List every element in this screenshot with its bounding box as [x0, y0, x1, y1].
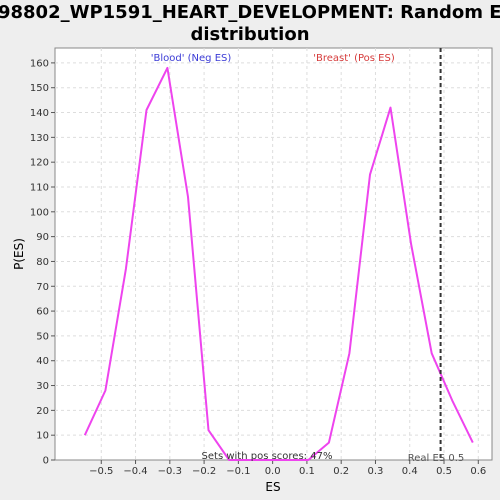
x-tick-label: 0.0	[265, 466, 281, 477]
y-tick-label: 100	[30, 207, 49, 218]
pos-scores-label: Sets with pos scores: 47%	[202, 451, 333, 462]
y-tick-label: 50	[36, 331, 49, 342]
pos-es-label: 'Breast' (Pos ES)	[313, 53, 395, 64]
y-tick-label: 120	[30, 158, 49, 169]
y-tick-label: 150	[30, 83, 49, 94]
x-tick-label: −0.4	[123, 466, 147, 477]
series-layer	[83, 66, 474, 461]
x-tick-label: 0.3	[368, 466, 384, 477]
x-tick-label: 0.5	[436, 466, 452, 477]
y-tick-label: 20	[36, 406, 49, 417]
x-tick-label: 0.2	[333, 466, 349, 477]
x-tick-label: 0.4	[402, 466, 418, 477]
x-axis-label: ES	[265, 480, 280, 494]
neg-es-label: 'Blood' (Neg ES)	[151, 53, 232, 64]
y-tick-label: 140	[30, 108, 49, 119]
y-tick-label: 90	[36, 232, 49, 243]
plot-area	[54, 47, 493, 461]
y-tick-label: 60	[36, 307, 49, 318]
y-tick-label: 130	[30, 133, 49, 144]
y-tick-label: 110	[30, 182, 49, 193]
x-tick-label: −0.3	[158, 466, 182, 477]
y-axis-label: P(ES)	[12, 238, 26, 270]
y-tick-label: 40	[36, 356, 49, 367]
gridlines	[55, 48, 492, 460]
y-tick-label: 80	[36, 257, 49, 268]
y-tick-label: 70	[36, 282, 49, 293]
x-tick-label: 0.6	[470, 466, 486, 477]
x-tick-label: 0.1	[299, 466, 315, 477]
es-distribution-line	[83, 66, 474, 461]
x-tick-label: −0.5	[89, 466, 113, 477]
y-tick-label: 10	[36, 431, 49, 442]
y-tick-label: 160	[30, 58, 49, 69]
chart-title-line1: 198802_WP1591_HEART_DEVELOPMENT: Random …	[0, 2, 500, 23]
x-tick-label: −0.2	[192, 466, 216, 477]
y-axis-ticks: 0 10 20 30 40 50 60 70 80 90 100 110 120 130 140 150 160	[30, 58, 55, 467]
x-tick-label: −0.1	[226, 466, 250, 477]
x-axis-ticks: −0.5 −0.4 −0.3 −0.2 −0.1 0.0 0.1 0.2 0.3 0.4 0.5 0.…	[89, 460, 486, 477]
y-tick-label: 0	[43, 456, 49, 467]
y-tick-label: 30	[36, 381, 49, 392]
chart-title-line2: distribution	[190, 24, 309, 45]
real-es-label: Real ES 0.5	[408, 453, 464, 464]
